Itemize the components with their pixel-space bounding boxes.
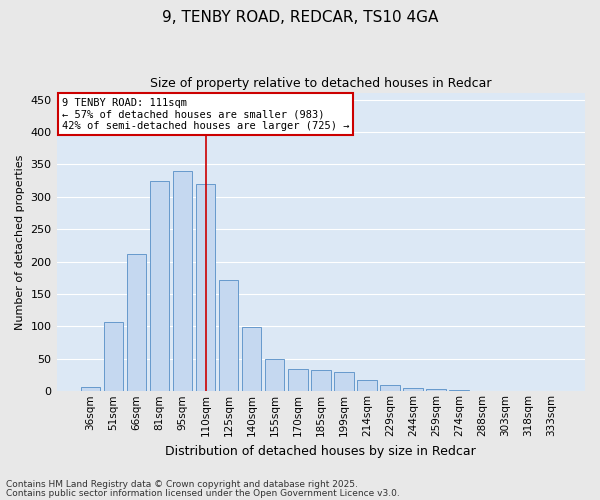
Text: Contains public sector information licensed under the Open Government Licence v3: Contains public sector information licen…: [6, 488, 400, 498]
Bar: [242, 327, 262, 392]
Bar: [80, 386, 100, 392]
Bar: [104, 322, 123, 392]
Bar: [311, 370, 331, 392]
Text: 9 TENBY ROAD: 111sqm
← 57% of detached houses are smaller (983)
42% of semi-deta: 9 TENBY ROAD: 111sqm ← 57% of detached h…: [62, 98, 349, 130]
Bar: [173, 171, 193, 392]
Text: Contains HM Land Registry data © Crown copyright and database right 2025.: Contains HM Land Registry data © Crown c…: [6, 480, 358, 489]
Bar: [219, 280, 238, 392]
Bar: [334, 372, 353, 392]
Bar: [357, 380, 377, 392]
Bar: [149, 180, 169, 392]
Bar: [380, 386, 400, 392]
Text: 9, TENBY ROAD, REDCAR, TS10 4GA: 9, TENBY ROAD, REDCAR, TS10 4GA: [162, 10, 438, 25]
Bar: [426, 388, 446, 392]
Y-axis label: Number of detached properties: Number of detached properties: [15, 154, 25, 330]
Bar: [196, 184, 215, 392]
X-axis label: Distribution of detached houses by size in Redcar: Distribution of detached houses by size …: [166, 444, 476, 458]
Bar: [127, 254, 146, 392]
Title: Size of property relative to detached houses in Redcar: Size of property relative to detached ho…: [150, 78, 491, 90]
Bar: [265, 359, 284, 392]
Bar: [288, 368, 308, 392]
Bar: [403, 388, 423, 392]
Bar: [449, 390, 469, 392]
Bar: [472, 390, 492, 392]
